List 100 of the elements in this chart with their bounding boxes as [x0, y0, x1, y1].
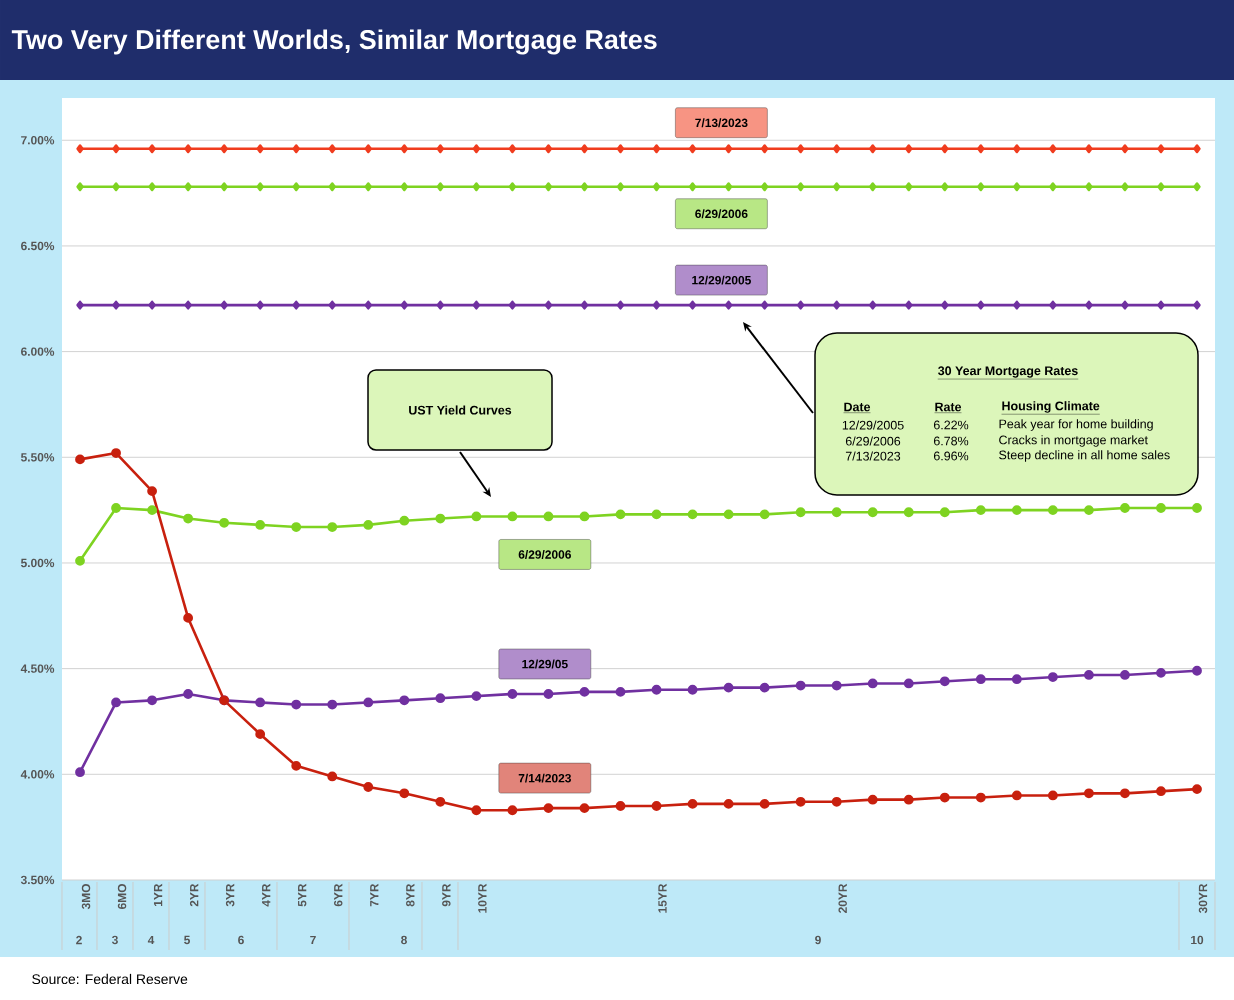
- point: [869, 300, 877, 310]
- point: [292, 144, 300, 154]
- point: [399, 695, 410, 706]
- point: [75, 767, 85, 778]
- point: [796, 144, 805, 154]
- point: [364, 300, 372, 310]
- point: [977, 300, 985, 310]
- point: [1049, 144, 1057, 154]
- point: [831, 680, 842, 691]
- point: [111, 697, 121, 708]
- point: [471, 805, 482, 816]
- point: [436, 182, 445, 192]
- x-tick-label: 30YR: [1198, 883, 1208, 914]
- point: [1013, 144, 1021, 154]
- point: [400, 144, 409, 154]
- point: [75, 454, 85, 465]
- point: [1084, 670, 1094, 680]
- annotation: Cracks in mortgage market: [999, 435, 1148, 447]
- point: [183, 689, 194, 699]
- point: [184, 300, 192, 310]
- point: [832, 144, 841, 154]
- point: [941, 300, 949, 310]
- point: [471, 511, 482, 522]
- point: [291, 522, 302, 532]
- point: [723, 509, 734, 520]
- point: [759, 682, 770, 693]
- point: [1084, 788, 1094, 799]
- text: 7: [310, 935, 316, 945]
- y-tick-label: 6.00%: [21, 347, 55, 356]
- point: [616, 182, 625, 192]
- point: [724, 300, 733, 310]
- point: [652, 144, 661, 154]
- point: [399, 515, 410, 526]
- point: [1049, 300, 1057, 310]
- point: [941, 182, 949, 192]
- point: [905, 144, 913, 154]
- point: [184, 182, 192, 192]
- point: [616, 144, 625, 154]
- point: [724, 144, 733, 154]
- x-tick-label: 3MO: [81, 884, 91, 910]
- point: [652, 300, 661, 310]
- point: [1192, 665, 1202, 676]
- point: [1013, 300, 1021, 310]
- x-tick-label: 10YR: [478, 883, 487, 913]
- point: [1085, 182, 1093, 192]
- chart-title: Two Very Different Worlds, Similar Mortgage Rates: [11, 29, 657, 55]
- point: [579, 803, 590, 814]
- x-tick-label: 20YR: [838, 883, 847, 913]
- point: [760, 144, 769, 154]
- point: [436, 144, 445, 154]
- annotation: Date: [844, 402, 871, 412]
- y-tick-label: 5.00%: [20, 558, 55, 568]
- point: [615, 686, 626, 697]
- point: [76, 300, 84, 310]
- x-tick-label: 3YR: [225, 883, 235, 907]
- text: 3: [111, 935, 118, 945]
- source-note: Source: Federal Reserve: [32, 973, 188, 985]
- point: [1120, 788, 1130, 799]
- point: [183, 513, 194, 524]
- point: [651, 801, 662, 811]
- point: [147, 505, 157, 516]
- point: [363, 697, 374, 708]
- y-tick-label: 6.50%: [21, 241, 55, 251]
- point: [544, 144, 553, 154]
- point: [75, 555, 85, 566]
- point: [328, 300, 336, 310]
- point: [905, 182, 913, 192]
- point: [472, 182, 481, 192]
- y-tick-label: 3.50%: [20, 875, 55, 885]
- point: [724, 182, 733, 192]
- point: [1193, 300, 1201, 310]
- point: [831, 796, 842, 807]
- point: [615, 801, 626, 811]
- point: [1192, 784, 1202, 794]
- point: [795, 507, 806, 518]
- point: [399, 788, 410, 799]
- point: [112, 182, 120, 192]
- point: [1192, 503, 1202, 513]
- point: [1193, 144, 1201, 154]
- point: [544, 300, 553, 310]
- point: [327, 522, 338, 532]
- point: [291, 699, 302, 710]
- y-tick-label: 5.50%: [20, 453, 55, 462]
- point: [795, 796, 806, 807]
- point: [579, 686, 590, 697]
- point: [256, 144, 264, 154]
- point: [508, 144, 517, 154]
- point: [903, 678, 914, 689]
- point: [616, 300, 625, 310]
- text: 7/14/2023: [518, 773, 571, 783]
- point: [905, 300, 913, 310]
- point: [651, 509, 662, 520]
- point: [939, 792, 950, 803]
- point: [363, 520, 374, 530]
- point: [796, 300, 805, 310]
- series-label: 6/29/2006: [695, 209, 748, 219]
- point: [220, 182, 228, 192]
- point: [364, 144, 372, 154]
- point: [1011, 790, 1022, 801]
- point: [1157, 144, 1165, 154]
